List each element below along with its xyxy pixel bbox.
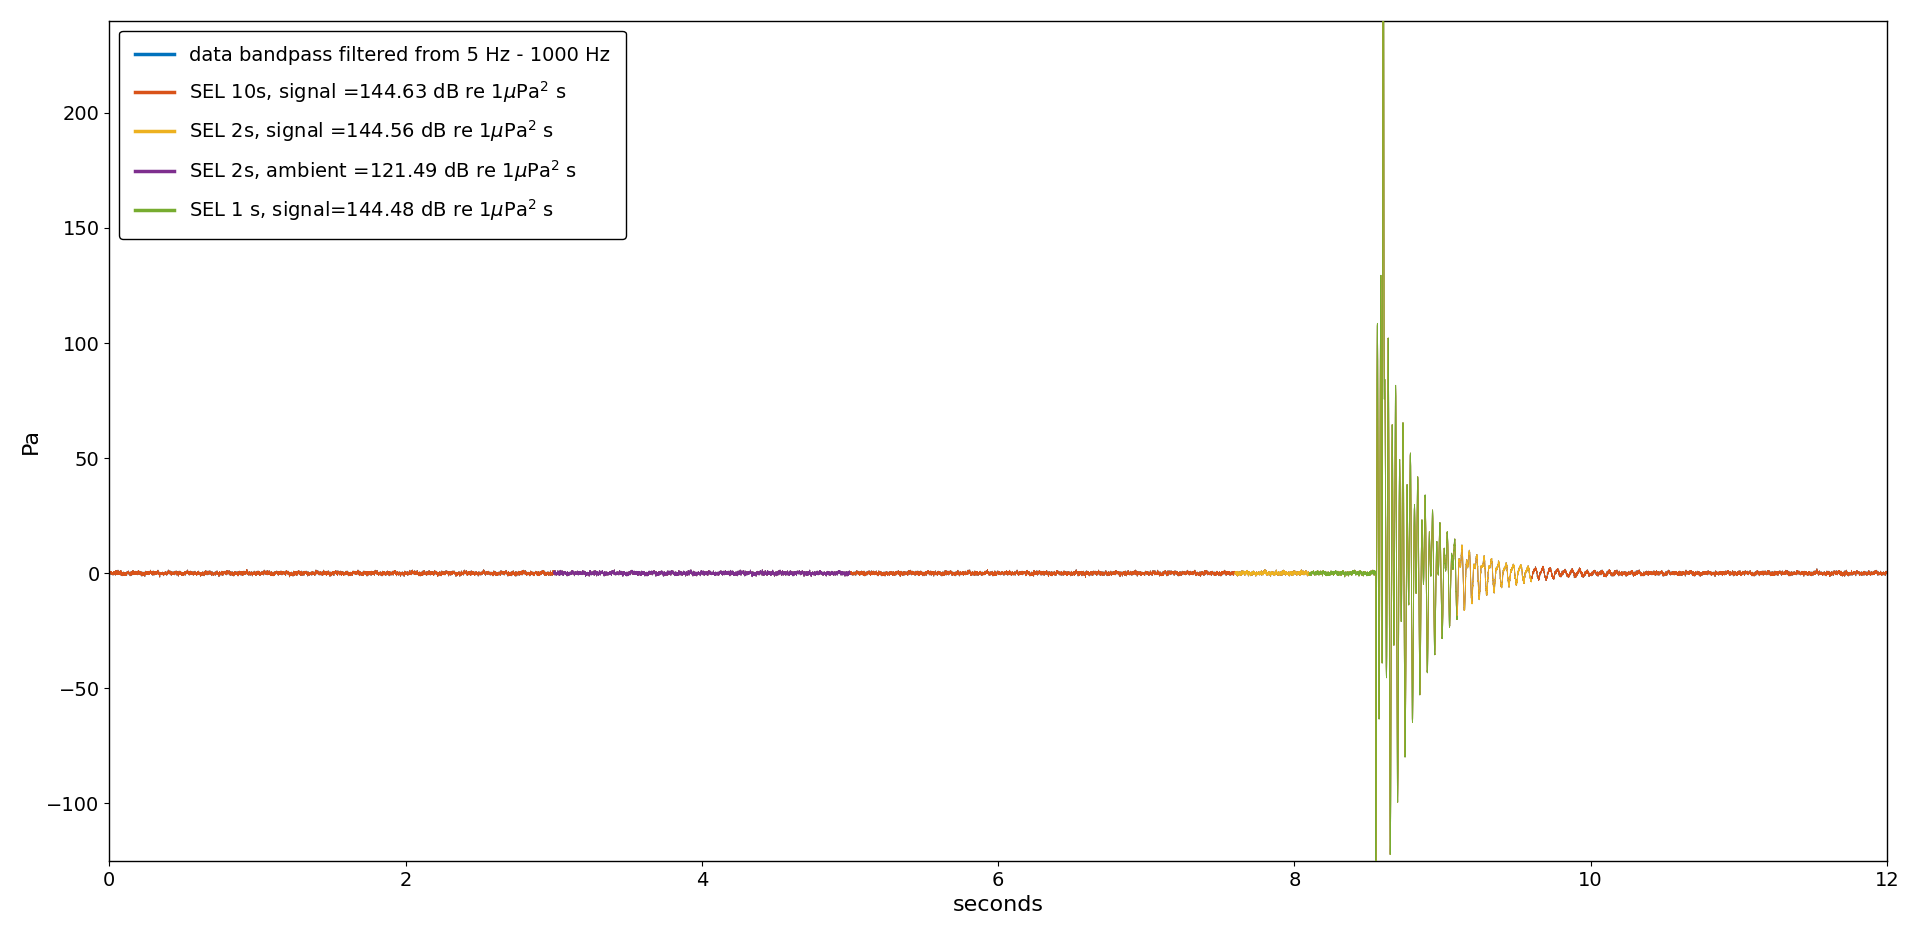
Y-axis label: Pa: Pa xyxy=(21,428,40,454)
Legend: data bandpass filtered from 5 Hz - 1000 Hz, SEL 10s, signal =144.63 dB re 1$\mu$: data bandpass filtered from 5 Hz - 1000 … xyxy=(119,31,626,239)
X-axis label: seconds: seconds xyxy=(952,895,1044,915)
